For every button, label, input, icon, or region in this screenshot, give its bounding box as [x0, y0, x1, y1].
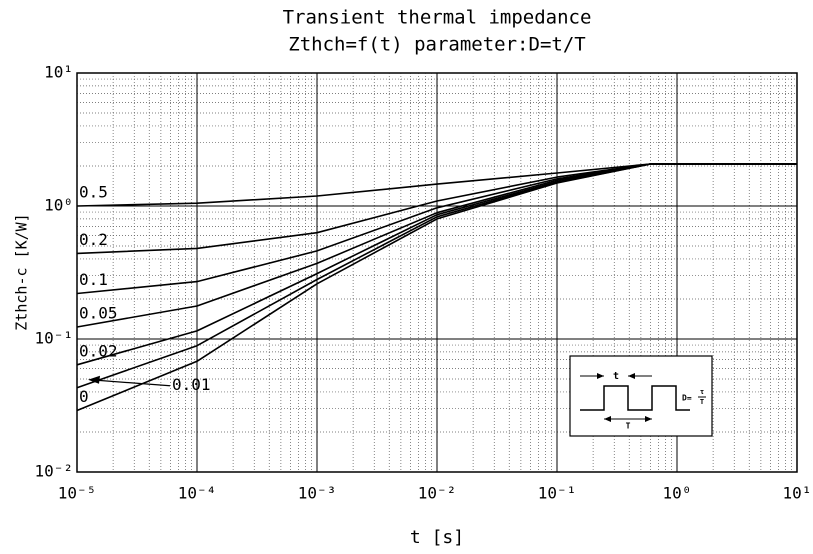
x-tick-label: 10⁻⁵: [58, 484, 97, 503]
series-label: 0.5: [79, 183, 108, 202]
x-tick-label: 10⁻⁴: [178, 484, 217, 503]
inset-label: D=: [682, 394, 692, 403]
inset-frame: [569, 355, 713, 437]
label-arrow-head: [88, 375, 100, 384]
series-label: 0.1: [79, 270, 108, 289]
label-arrow: [89, 379, 171, 387]
arrow-head: [645, 416, 652, 422]
x-tick-label: 10¹: [783, 484, 812, 503]
chart-subtitle: Zthch=f(t) parameter:D=t/T: [288, 34, 585, 56]
series-label: 0.01: [172, 375, 211, 394]
arrow-head: [628, 373, 635, 379]
arrow-head: [597, 373, 604, 379]
inset-label: τ: [700, 388, 704, 396]
x-tick-label: 10⁰: [663, 484, 692, 503]
series-label: 0: [79, 387, 89, 406]
x-tick-label: 10⁻¹: [538, 484, 577, 503]
x-axis-label: t [s]: [410, 527, 464, 548]
chart-title: Transient thermal impedance: [283, 7, 592, 29]
y-tick-label: 10¹: [44, 63, 73, 82]
x-tick-label: 10⁻³: [298, 484, 337, 503]
x-tick-label: 10⁻²: [418, 484, 457, 503]
series-label: 0.05: [79, 304, 118, 323]
series-line: [76, 163, 797, 412]
inset-label: T: [626, 422, 631, 431]
series-label: 0.2: [79, 230, 108, 249]
y-tick-label: 10⁰: [44, 196, 73, 215]
inset-label: T: [700, 398, 704, 406]
y-tick-label: 10⁻²: [34, 462, 73, 481]
inset-label: t: [613, 371, 619, 382]
y-tick-label: 10⁻¹: [34, 329, 73, 348]
inset-diagram: t T D= τ T: [569, 355, 713, 437]
y-axis-label: Zthch-c [K/W]: [13, 213, 31, 330]
series-label: 0.02: [79, 341, 118, 360]
pulse-train: [580, 385, 690, 411]
arrow-head: [604, 416, 611, 422]
